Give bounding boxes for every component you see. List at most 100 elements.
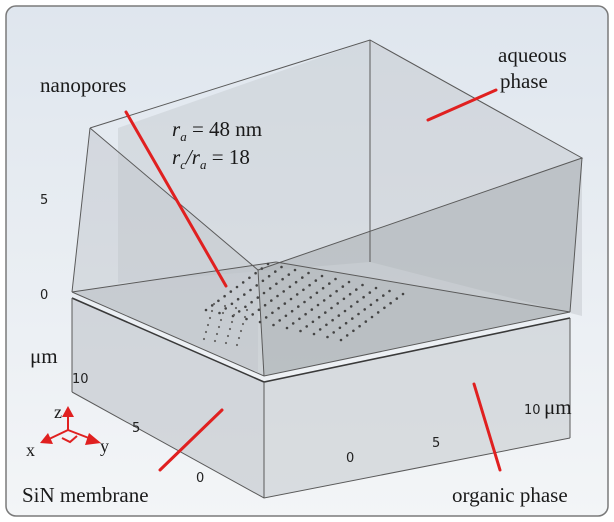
nanopore-dot [257, 308, 261, 312]
nanopore-dot [370, 315, 374, 319]
nanopore-dot [291, 322, 295, 325]
left-tick-10: 10 [72, 372, 89, 387]
nanopore-dot [321, 286, 325, 290]
nanopore-dot [289, 297, 293, 301]
nanopore-dot [290, 309, 294, 313]
nanopore-dot [383, 306, 386, 310]
nanopore-dot [339, 338, 343, 342]
nanopore-dot [357, 312, 360, 316]
nanopore-dot [215, 332, 219, 336]
nanopore-dot [351, 317, 354, 320]
nanopore-dot [320, 274, 324, 278]
right-tick-5: 5 [432, 436, 440, 451]
nanopore-dot [277, 306, 280, 310]
nanopore-dot [324, 311, 327, 314]
nanopore-dot [250, 300, 253, 304]
nanopore-dot [376, 311, 380, 314]
nanopore-dot [311, 320, 315, 324]
nanopore-dot [301, 276, 304, 279]
nanopore-dot [221, 311, 225, 315]
z-tick-5: 5 [40, 193, 48, 208]
nanopore-dot [375, 298, 379, 302]
nanopore-dot [315, 291, 319, 295]
nanopore-dot [226, 334, 230, 338]
nanopore-dot [255, 284, 258, 287]
nanopore-dot [245, 317, 248, 321]
nanopore-dot [237, 336, 241, 340]
organic-label: organic phase [452, 483, 568, 507]
nanopore-dot [322, 299, 326, 302]
organic-leader [472, 382, 502, 472]
nanopore-dot [237, 310, 241, 313]
nanopore-dot [280, 265, 283, 269]
nanopore-dot [260, 267, 264, 270]
nanopore-dot [388, 289, 391, 293]
nanopore-dot [310, 308, 314, 311]
nanopore-dot [256, 296, 260, 299]
nanopore-dot [364, 320, 368, 323]
nanopore-dot [294, 280, 298, 284]
nanopore-dot [210, 304, 214, 307]
nanopore-dot [229, 290, 233, 293]
nanopore-dot [374, 286, 378, 290]
nanopore-dot [212, 302, 216, 306]
triad-x-label: x [26, 440, 35, 460]
nanopore-dot [307, 271, 310, 275]
leader-lines [124, 88, 502, 472]
nanopore-dot [305, 325, 309, 328]
nanopore-dot [282, 290, 286, 293]
aqueous-leader [426, 88, 498, 122]
nanopore-dot [206, 323, 210, 327]
nanopore-dot [344, 321, 348, 325]
box-edges [71, 39, 584, 499]
aqueous-label-line2: phase [500, 69, 548, 93]
nanopore-dot [219, 318, 223, 322]
nanopore-dot [297, 305, 300, 308]
nanopore-dot [228, 327, 232, 331]
membrane-label: SiN membrane [22, 483, 149, 507]
nanopore-dot [263, 303, 267, 307]
nanopore-dot [217, 325, 221, 329]
nanopore-dot [241, 281, 245, 284]
nanopore-dot [309, 296, 313, 299]
nanopore-dot [361, 283, 364, 287]
nanopore-dot [295, 293, 299, 296]
triad-z-label: z [54, 402, 62, 422]
nanopore-dot [230, 320, 234, 324]
nanopore-dot [389, 301, 392, 305]
nanopore-dot [335, 289, 338, 293]
membrane-leader [158, 408, 224, 472]
nanopore-dot [348, 292, 352, 296]
nanopore-dot [241, 322, 245, 326]
nanopore-dot [268, 287, 272, 290]
nanopore-dot [401, 292, 405, 296]
nanopore-dot [329, 294, 332, 298]
nanopore-dot [254, 271, 257, 275]
nanopore-dot [223, 304, 227, 308]
nanopore-dot [352, 329, 355, 333]
nanopore-dot [274, 270, 277, 273]
nanopore-dot [299, 329, 302, 333]
nanopore-dot [328, 282, 331, 285]
nanopore-dot [332, 331, 336, 334]
z-tick-0: 0 [40, 288, 48, 303]
nanopore-dot [298, 317, 301, 321]
aqueous-back-left-face [118, 40, 370, 283]
nanopore-dot [249, 288, 252, 292]
nanopore-dot [204, 330, 208, 334]
nanopores-leader [124, 110, 228, 288]
nanopore-dot [278, 319, 282, 322]
nanopore-dot [395, 297, 399, 300]
left-axis-unit: μm [30, 344, 58, 368]
right-tick-10: 10 [524, 403, 541, 418]
nanopore-dot [317, 315, 321, 319]
nanopore-dot [236, 297, 240, 301]
nanopore-dot [358, 324, 361, 328]
nanopore-dot [239, 329, 243, 333]
nanopore-dot [363, 308, 367, 311]
nanopore-dot [281, 277, 284, 281]
nanopore-dot [266, 262, 270, 266]
nanopore-dot [285, 326, 289, 330]
nanopore-dot [235, 285, 239, 289]
nanopore-dot [224, 341, 228, 345]
